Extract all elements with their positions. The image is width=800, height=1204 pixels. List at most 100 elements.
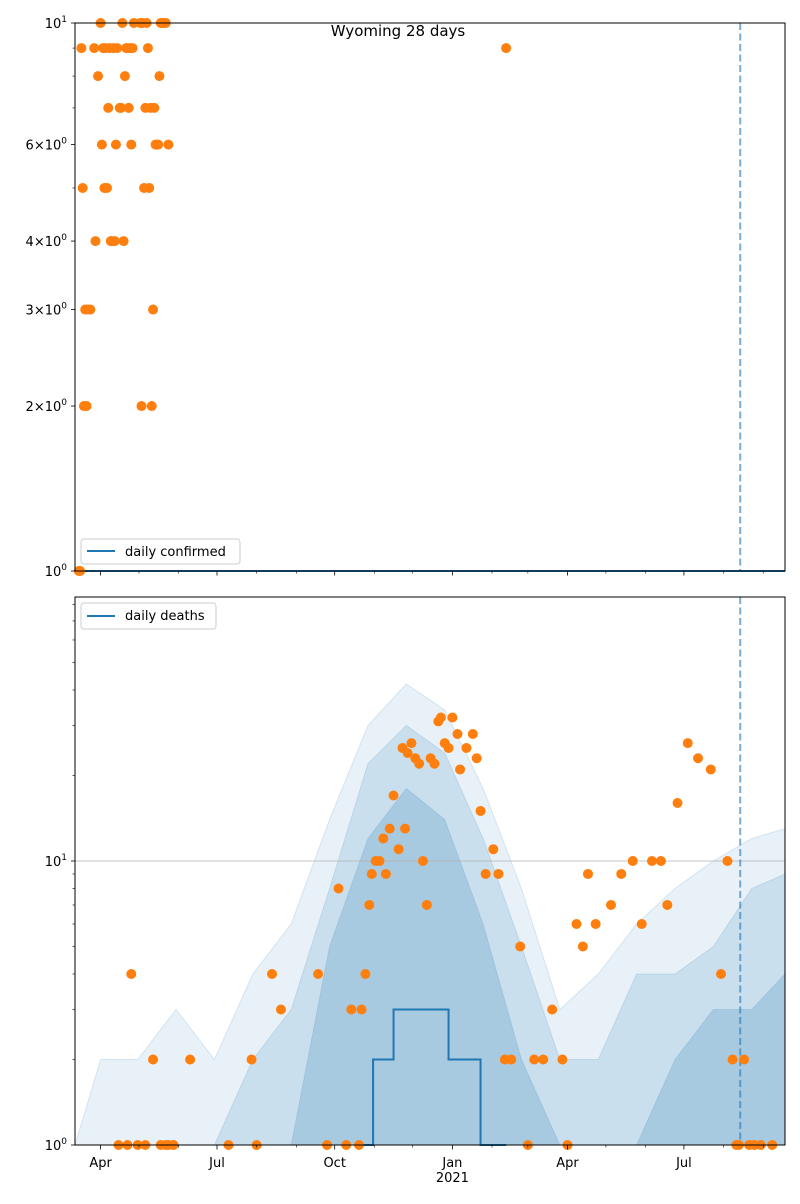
- data-point: [89, 43, 100, 54]
- data-point: [662, 899, 673, 910]
- y-tick-label: 100: [45, 563, 68, 580]
- y-tick-label: 2×100: [26, 398, 68, 415]
- data-point: [435, 712, 446, 723]
- top-plot-frame: [74, 22, 786, 572]
- y-tick-label: 4×100: [26, 233, 68, 250]
- top-plot-area: [75, 23, 785, 571]
- y-tick-label: 101: [45, 853, 67, 870]
- data-point: [126, 969, 137, 980]
- data-point: [118, 236, 129, 247]
- data-point: [149, 102, 160, 113]
- data-point: [557, 1054, 568, 1065]
- data-point: [716, 969, 727, 980]
- data-point: [727, 1054, 738, 1065]
- data-point: [406, 738, 417, 749]
- data-point: [547, 1004, 558, 1015]
- data-point: [467, 728, 478, 739]
- x-tick-label: Oct: [323, 1156, 345, 1171]
- data-point: [590, 918, 601, 929]
- data-point: [529, 1054, 540, 1065]
- data-point: [414, 758, 425, 769]
- data-point: [77, 182, 88, 193]
- data-point: [447, 712, 458, 723]
- data-point: [388, 790, 399, 801]
- bottom-plot-frame: [74, 596, 786, 1146]
- data-point: [393, 844, 404, 855]
- data-point: [380, 868, 391, 879]
- data-point: [384, 823, 395, 834]
- data-point: [126, 139, 137, 150]
- data-point: [346, 1004, 357, 1015]
- bottom-plot-area: [75, 597, 785, 1145]
- bottom-legend: daily deaths: [80, 602, 217, 630]
- data-point: [267, 969, 278, 980]
- y-tick-label: 3×100: [26, 302, 68, 319]
- x-tick-label: Apr: [89, 1156, 112, 1171]
- data-point: [627, 855, 638, 866]
- data-point: [123, 102, 134, 113]
- x-tick-sublabel: 2021: [436, 1171, 469, 1186]
- data-point: [136, 401, 147, 412]
- data-point: [116, 102, 127, 113]
- data-point: [616, 868, 627, 879]
- data-point: [360, 969, 371, 980]
- y-tick-label: 101: [45, 15, 67, 32]
- data-point: [90, 236, 101, 247]
- data-point: [356, 1004, 367, 1015]
- data-point: [577, 941, 588, 952]
- data-point: [655, 855, 666, 866]
- data-point: [488, 844, 499, 855]
- top-legend: daily confirmed: [80, 538, 241, 565]
- data-point: [480, 868, 491, 879]
- data-point: [81, 401, 92, 412]
- data-point: [400, 823, 411, 834]
- data-point: [443, 742, 454, 753]
- data-point: [636, 918, 647, 929]
- data-point: [142, 43, 153, 54]
- data-point: [76, 43, 87, 54]
- data-point: [96, 139, 107, 150]
- data-point: [417, 855, 428, 866]
- data-point: [672, 798, 683, 809]
- data-point: [461, 742, 472, 753]
- data-point: [112, 43, 123, 54]
- data-point: [501, 43, 512, 54]
- data-point: [364, 899, 375, 910]
- x-tick-label: Jul: [208, 1156, 225, 1171]
- data-point: [366, 868, 377, 879]
- x-tick-label: Jan: [441, 1156, 462, 1171]
- data-point: [429, 758, 440, 769]
- data-point: [148, 1054, 159, 1065]
- y-tick-label: 6×100: [26, 137, 68, 154]
- data-point: [146, 401, 157, 412]
- data-point: [493, 868, 504, 879]
- data-point: [153, 139, 164, 150]
- data-point: [606, 899, 617, 910]
- data-point: [515, 941, 526, 952]
- data-point: [452, 728, 463, 739]
- data-point: [275, 1004, 286, 1015]
- data-point: [374, 855, 385, 866]
- data-point: [455, 764, 466, 775]
- data-point: [475, 805, 486, 816]
- data-point: [154, 71, 165, 82]
- data-point: [103, 102, 114, 113]
- x-tick-label: Apr: [556, 1156, 579, 1171]
- data-point: [246, 1054, 257, 1065]
- data-point: [93, 71, 104, 82]
- bottom-legend-label: daily deaths: [125, 609, 205, 624]
- data-point: [378, 833, 389, 844]
- data-point: [693, 753, 704, 764]
- chart-title: Wyoming 28 days: [331, 22, 466, 40]
- data-point: [471, 753, 482, 764]
- data-point: [110, 139, 121, 150]
- data-point: [185, 1054, 196, 1065]
- bottom-legend-box: [80, 602, 217, 630]
- data-point: [313, 969, 324, 980]
- data-point: [127, 43, 138, 54]
- data-point: [119, 71, 130, 82]
- top-panel: 100 2×100 3×100 4×100 6×100 101 Wyoming 28 da…: [26, 15, 786, 580]
